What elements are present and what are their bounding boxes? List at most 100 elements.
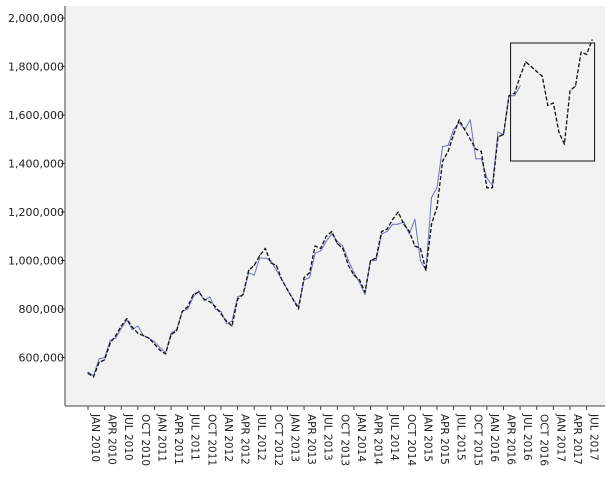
data-point — [508, 95, 510, 97]
data-point — [187, 306, 189, 308]
data-point — [109, 342, 111, 344]
data-point — [275, 264, 277, 266]
data-point — [115, 335, 117, 337]
data-point — [447, 150, 449, 153]
x-tick-label: JAN 2015 — [421, 413, 433, 462]
data-point — [408, 230, 410, 233]
data-point — [320, 247, 322, 249]
data-point — [580, 51, 582, 53]
data-point — [198, 291, 200, 293]
data-point — [408, 233, 410, 235]
x-tick-label: OCT 2015 — [471, 414, 483, 466]
x-tick-label: APR 2012 — [239, 414, 251, 465]
data-point — [342, 245, 344, 247]
data-point — [514, 95, 516, 97]
data-point — [259, 257, 261, 259]
data-point — [419, 259, 421, 262]
data-point — [153, 341, 156, 343]
data-point — [286, 289, 288, 291]
x-tick-label: JAN 2011 — [155, 413, 167, 462]
data-point — [253, 264, 255, 266]
data-point — [574, 85, 577, 87]
data-point — [497, 136, 499, 138]
data-point — [541, 75, 543, 77]
data-point — [214, 308, 216, 310]
data-point — [436, 187, 438, 189]
x-tick-label: APR 2016 — [505, 414, 517, 465]
data-point — [115, 337, 117, 339]
data-point — [353, 272, 355, 274]
data-point — [159, 347, 161, 349]
data-point — [419, 247, 421, 249]
data-point — [225, 320, 228, 322]
y-tick-label: 2,000,000 — [8, 12, 64, 25]
data-point — [198, 290, 200, 292]
data-point — [209, 296, 211, 298]
data-point — [519, 85, 521, 87]
data-point — [264, 257, 266, 259]
data-point — [591, 39, 593, 41]
y-tick-label: 1,800,000 — [8, 61, 64, 74]
data-point — [397, 223, 399, 225]
highlight-box — [510, 42, 596, 162]
data-point — [120, 325, 122, 327]
data-point — [231, 325, 233, 327]
data-point — [214, 306, 216, 308]
data-point — [264, 247, 266, 249]
data-point — [430, 196, 433, 199]
data-point — [309, 276, 311, 279]
data-point — [464, 129, 466, 131]
data-point — [386, 230, 388, 233]
x-tick-label: OCT 2016 — [538, 414, 550, 466]
data-point — [159, 349, 161, 351]
x-tick-label: JUL 2017 — [588, 413, 600, 461]
data-point — [142, 335, 144, 337]
x-tick-label: JUL 2014 — [388, 413, 400, 461]
data-point — [87, 372, 89, 374]
data-point — [430, 223, 433, 225]
data-point — [586, 53, 588, 56]
data-point — [181, 310, 183, 313]
data-point — [176, 330, 178, 332]
data-point — [480, 150, 482, 153]
data-point — [480, 158, 482, 160]
data-point — [525, 61, 527, 63]
x-tick-label: JUL 2015 — [455, 413, 467, 461]
x-tick-label: JAN 2013 — [288, 413, 300, 462]
x-tick-label: JUL 2011 — [189, 413, 201, 461]
data-point — [514, 92, 516, 94]
data-point — [314, 252, 316, 254]
data-point — [502, 133, 505, 136]
data-point — [237, 296, 239, 298]
data-point — [392, 218, 394, 220]
data-point — [475, 158, 477, 160]
data-point — [447, 144, 449, 146]
data-point — [519, 75, 521, 77]
data-point — [297, 308, 300, 310]
data-point — [403, 223, 405, 225]
y-tick-label: 1,200,000 — [8, 206, 64, 219]
x-tick-label: OCT 2012 — [272, 414, 284, 466]
data-point — [259, 255, 261, 257]
data-point — [414, 245, 416, 247]
y-tick-label: 1,600,000 — [8, 109, 64, 122]
data-point — [153, 343, 156, 345]
data-point — [165, 353, 167, 355]
data-point — [292, 298, 294, 300]
x-tick-label: JUL 2016 — [521, 413, 533, 461]
x-tick-label: OCT 2011 — [205, 414, 217, 466]
x-tick-label: JAN 2010 — [89, 413, 101, 462]
data-point — [563, 143, 566, 145]
x-tick-label: APR 2010 — [106, 414, 118, 465]
y-tick-label: 1,000,000 — [8, 255, 64, 268]
data-point — [209, 301, 211, 303]
data-point — [248, 269, 250, 271]
data-point — [170, 333, 172, 336]
series-lines — [87, 39, 593, 378]
data-point — [353, 274, 355, 276]
data-point — [331, 233, 333, 235]
data-point — [325, 235, 327, 237]
data-point — [342, 247, 344, 249]
x-tick-label: APR 2015 — [438, 414, 450, 465]
x-tick-label: JUL 2012 — [255, 413, 267, 461]
